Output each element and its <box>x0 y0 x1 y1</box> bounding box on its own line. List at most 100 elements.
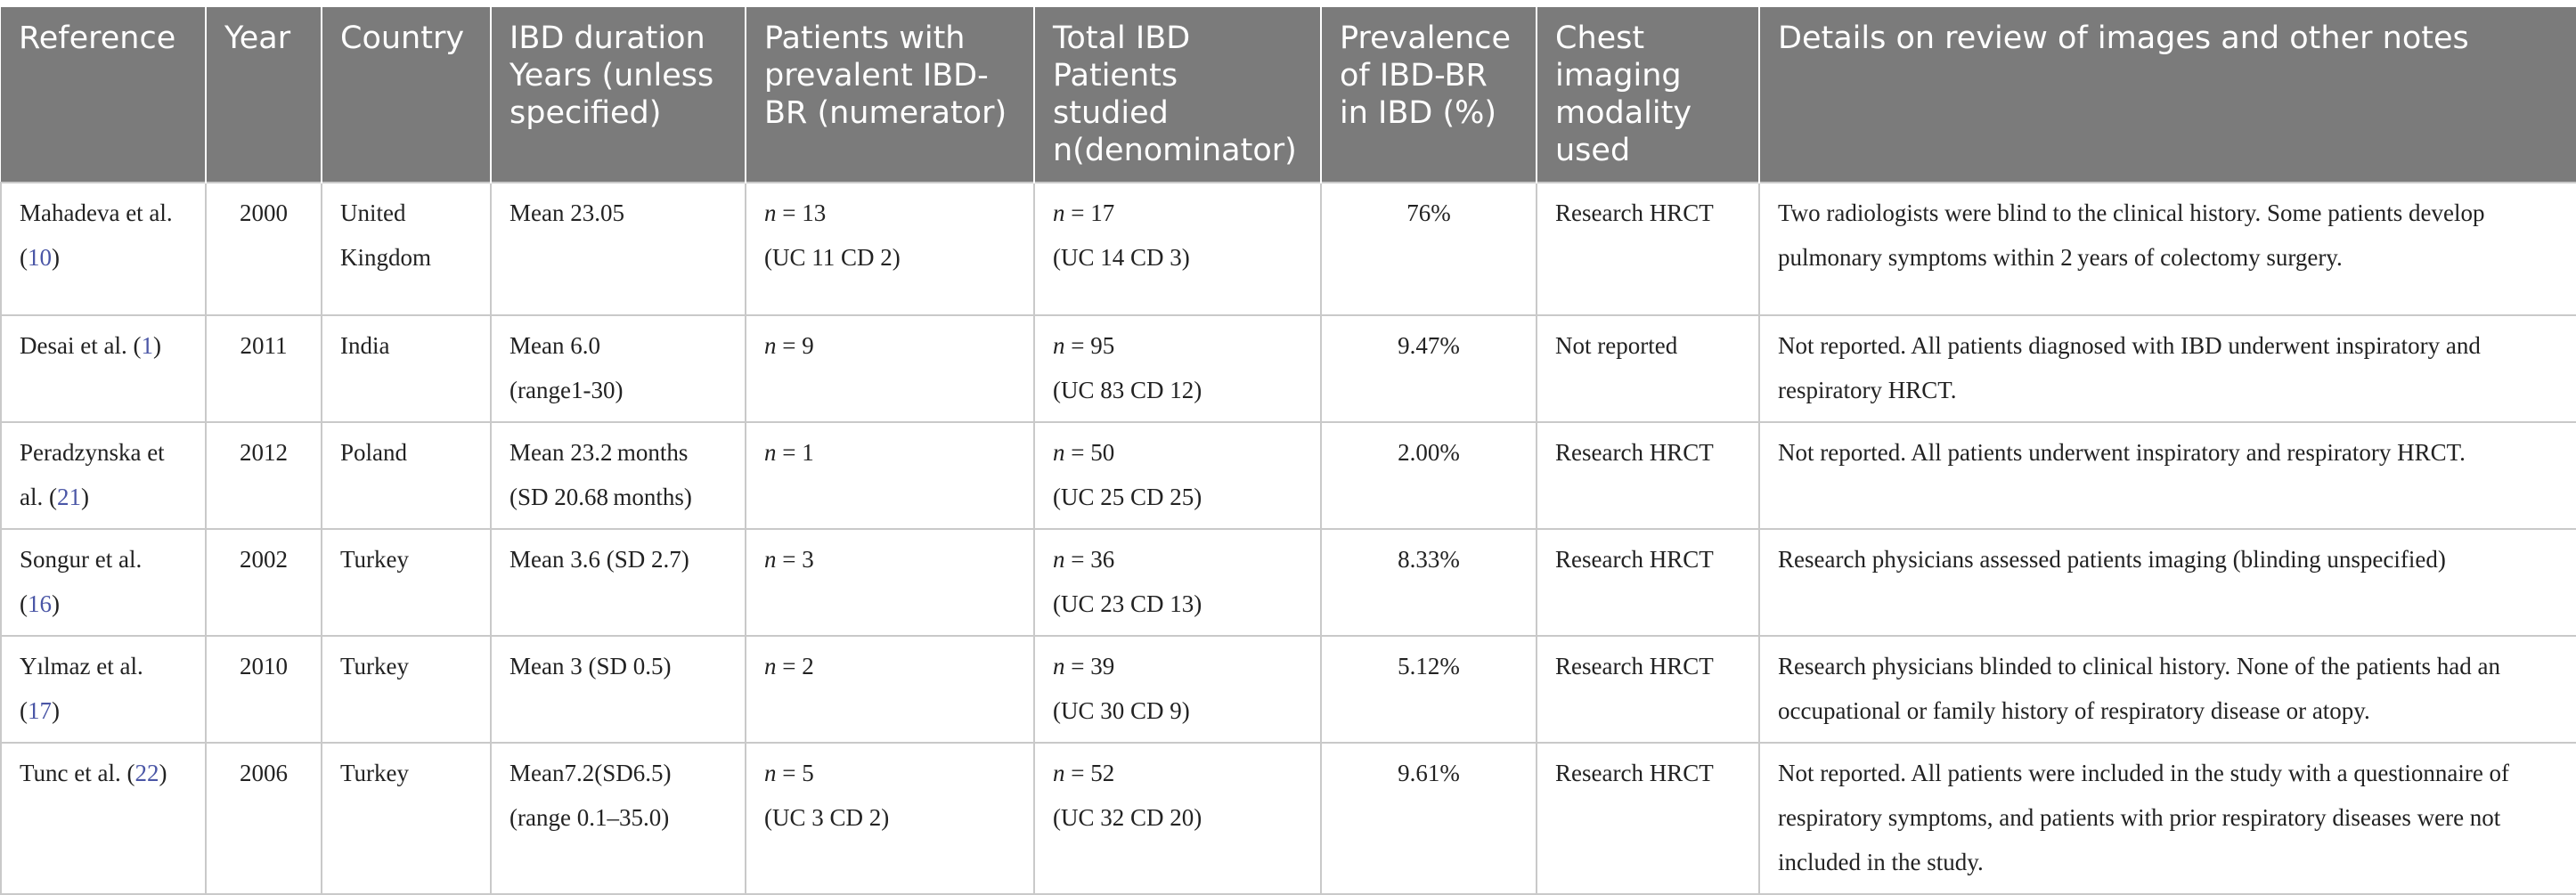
cell-country: Poland <box>321 421 492 530</box>
duration-main: Mean 23.2 months <box>509 439 689 466</box>
cell-ibd-duration: Mean 23.2 months (SD 20.68 months) <box>490 421 746 530</box>
duration-main: Mean 3 (SD 0.5) <box>509 653 672 679</box>
cell-patients-prevalent: n = 13 (UC 11 CD 2) <box>745 182 1035 316</box>
table-row: Mahadeva et al. (10) 2000 United Kingdom Me… <box>0 182 2576 316</box>
numerator-n-symbol: n <box>764 332 777 359</box>
cell-ibd-duration: Mean 3 (SD 0.5) <box>490 635 746 744</box>
header-imaging-modality: Chest imaging modality used <box>1537 7 1760 183</box>
cell-details: Research physicians blinded to clinical … <box>1758 635 2576 744</box>
cell-prevalence: 8.33% <box>1320 528 1537 637</box>
cell-patients-prevalent: n = 3 <box>745 528 1035 637</box>
cell-reference: Songur et al. (16) <box>0 528 207 637</box>
denominator-value: = 52 <box>1064 760 1115 786</box>
denominator-n-symbol: n <box>1053 199 1065 226</box>
cell-patients-prevalent: n = 2 <box>745 635 1035 744</box>
reference-citation-link[interactable]: 16 <box>28 590 52 617</box>
numerator-n-symbol: n <box>764 653 777 679</box>
denominator-breakdown: (UC 25 CD 25) <box>1053 484 1202 510</box>
numerator-breakdown: (UC 3 CD 2) <box>764 804 890 831</box>
cell-ibd-duration: Mean 23.05 <box>490 182 746 316</box>
denominator-n-symbol: n <box>1053 760 1065 786</box>
cell-ibd-duration: Mean7.2(SD6.5) (range 0.1–35.0) <box>490 742 746 895</box>
reference-citation-link[interactable]: 1 <box>141 332 153 359</box>
denominator-breakdown: (UC 30 CD 9) <box>1053 697 1190 724</box>
header-reference: Reference <box>1 7 207 183</box>
cell-prevalence: 76% <box>1320 182 1537 316</box>
numerator-value: = 2 <box>776 653 814 679</box>
duration-main: Mean 23.05 <box>509 199 624 226</box>
cell-total-patients: n = 17 (UC 14 CD 3) <box>1033 182 1322 316</box>
duration-main: Mean7.2(SD6.5) <box>509 760 672 786</box>
cell-prevalence: 5.12% <box>1320 635 1537 744</box>
numerator-value: = 5 <box>776 760 814 786</box>
duration-range: (range1-30) <box>509 377 624 403</box>
cell-patients-prevalent: n = 5 (UC 3 CD 2) <box>745 742 1035 895</box>
cell-reference: Tunc et al. (22) <box>0 742 207 895</box>
cell-imaging-modality: Research HRCT <box>1536 528 1760 637</box>
denominator-value: = 95 <box>1064 332 1115 359</box>
cell-details: Not reported. All patients diagnosed wit… <box>1758 314 2576 423</box>
numerator-value: = 1 <box>776 439 814 466</box>
numerator-n-symbol: n <box>764 439 777 466</box>
cell-total-patients: n = 50 (UC 25 CD 25) <box>1033 421 1322 530</box>
reference-author: Mahadeva et al. <box>20 199 173 226</box>
cell-imaging-modality: Research HRCT <box>1536 421 1760 530</box>
duration-main: Mean 6.0 <box>509 332 600 359</box>
denominator-value: = 36 <box>1064 546 1115 573</box>
cell-imaging-modality: Research HRCT <box>1536 742 1760 895</box>
denominator-breakdown: (UC 14 CD 3) <box>1053 244 1190 271</box>
numerator-n-symbol: n <box>764 760 777 786</box>
cell-total-patients: n = 52 (UC 32 CD 20) <box>1033 742 1322 895</box>
header-ibd-duration: IBD duration Years (unless specified) <box>491 7 746 183</box>
header-prevalence: Prevalence of IBD-BR in IBD (%) <box>1321 7 1537 183</box>
cell-prevalence: 9.61% <box>1320 742 1537 895</box>
cell-country: Turkey <box>321 635 492 744</box>
cell-country: Turkey <box>321 528 492 637</box>
numerator-n-symbol: n <box>764 199 777 226</box>
cell-country: India <box>321 314 492 423</box>
numerator-breakdown: (UC 11 CD 2) <box>764 244 901 271</box>
reference-author: Peradzynska et al. <box>20 439 165 510</box>
duration-main: Mean 3.6 (SD 2.7) <box>509 546 689 573</box>
cell-details: Two radiologists were blind to the clini… <box>1758 182 2576 316</box>
cell-ibd-duration: Mean 6.0 (range1-30) <box>490 314 746 423</box>
denominator-n-symbol: n <box>1053 439 1065 466</box>
header-patients-prevalent: Patients with prevalent IBD-BR (numerato… <box>746 7 1035 183</box>
cell-prevalence: 2.00% <box>1320 421 1537 530</box>
cell-year: 2006 <box>205 742 322 895</box>
cell-imaging-modality: Research HRCT <box>1536 182 1760 316</box>
duration-range: (range 0.1–35.0) <box>509 804 670 831</box>
numerator-n-symbol: n <box>764 546 777 573</box>
cell-details: Research physicians assessed patients im… <box>1758 528 2576 637</box>
cell-imaging-modality: Not reported <box>1536 314 1760 423</box>
denominator-n-symbol: n <box>1053 653 1065 679</box>
cell-year: 2010 <box>205 635 322 744</box>
denominator-value: = 50 <box>1064 439 1115 466</box>
reference-author: Tunc et al. <box>20 760 121 786</box>
table-row: Desai et al. (1) 2011 India Mean 6.0 (range1… <box>0 314 2576 423</box>
table-header-row: Reference Year Country IBD duration Year… <box>1 7 2576 183</box>
duration-range: (SD 20.68 months) <box>509 484 692 510</box>
reference-citation-link[interactable]: 22 <box>135 760 159 786</box>
cell-total-patients: n = 36 (UC 23 CD 13) <box>1033 528 1322 637</box>
denominator-breakdown: (UC 23 CD 13) <box>1053 590 1202 617</box>
reference-citation-link[interactable]: 17 <box>28 697 52 724</box>
cell-year: 2000 <box>205 182 322 316</box>
denominator-n-symbol: n <box>1053 332 1065 359</box>
numerator-value: = 9 <box>776 332 814 359</box>
table-row: Yılmaz et al. (17) 2010 Turkey Mean 3 (SD 0… <box>0 635 2576 744</box>
numerator-value: = 13 <box>776 199 827 226</box>
cell-reference: Yılmaz et al. (17) <box>0 635 207 744</box>
cell-reference: Desai et al. (1) <box>0 314 207 423</box>
reference-author: Songur et al. <box>20 546 143 573</box>
reference-citation-link[interactable]: 10 <box>28 244 52 271</box>
reference-citation-link[interactable]: 21 <box>57 484 81 510</box>
cell-details: Not reported. All patients were included… <box>1758 742 2576 895</box>
denominator-breakdown: (UC 32 CD 20) <box>1053 804 1202 831</box>
cell-total-patients: n = 39 (UC 30 CD 9) <box>1033 635 1322 744</box>
header-total-patients: Total IBD Patients studied n(denominator… <box>1034 7 1322 183</box>
header-year: Year <box>206 7 322 183</box>
denominator-value: = 17 <box>1064 199 1115 226</box>
cell-patients-prevalent: n = 9 <box>745 314 1035 423</box>
table-row: Tunc et al. (22) 2006 Turkey Mean7.2(SD6.5)… <box>0 742 2576 895</box>
